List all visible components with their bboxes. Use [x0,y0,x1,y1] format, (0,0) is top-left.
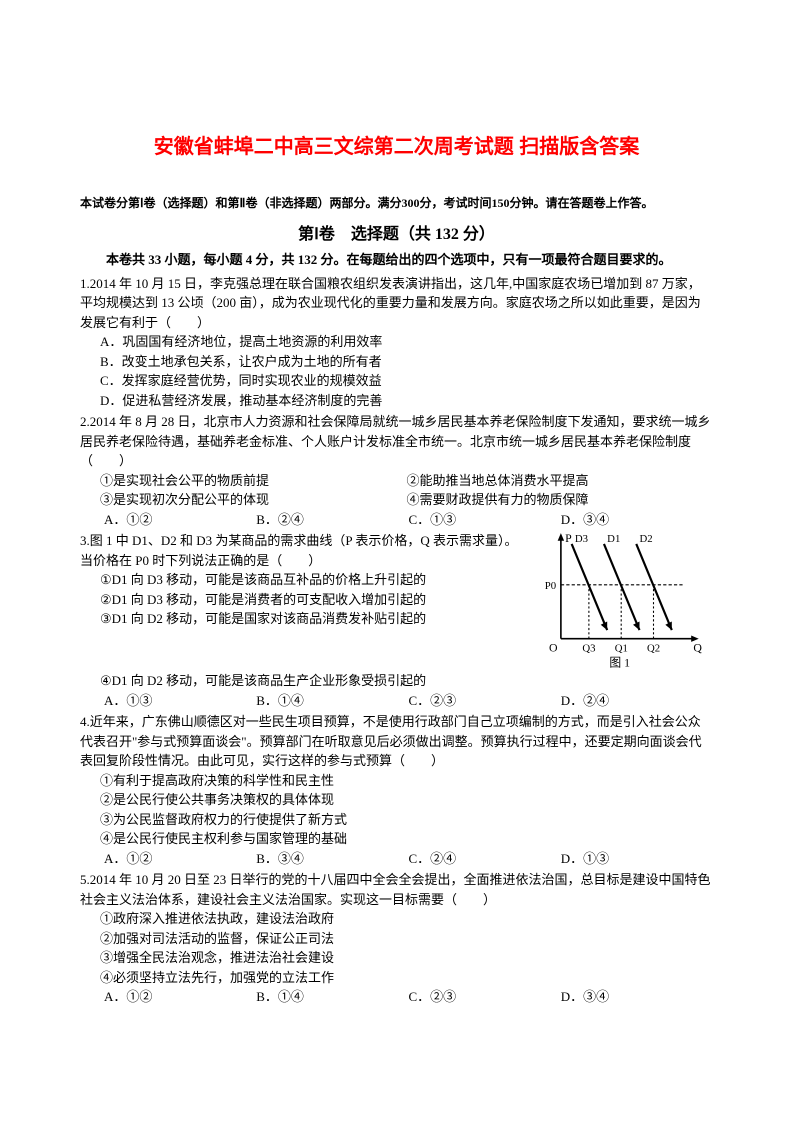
q2-s4: ④需要财政提供有力的物质保障 [407,490,714,510]
exam-intro: 本试卷分第Ⅰ卷（选择题）和第Ⅱ卷（非选择题）两部分。满分300分，考试时间150… [80,194,713,212]
section-header: 第Ⅰ卷 选择题（共 132 分） [80,220,713,244]
q4-s4: ④是公民行使民主权利参与国家管理的基础 [100,829,713,849]
q3-s4: ④D1 向 D2 移动，可能是该商品生产企业形象受损引起的 [100,671,713,691]
q5-s4: ④必须坚持立法先行，加强党的立法工作 [100,968,713,988]
question-4: 4.近年来，广东佛山顺德区对一些民生项目预算，不是使用行政部门自己立项编制的方式… [80,712,713,868]
q3-optD: D．②④ [561,691,713,711]
q1-optB: B．改变土地承包关系，让农户成为土地的所有者 [100,352,713,372]
q4-text: 近年来，广东佛山顺德区对一些民生项目预算，不是使用行政部门自己立项编制的方式，而… [80,714,702,768]
q3-tick: Q3 [582,643,595,655]
q2-s2: ②能助推当地总体消费水平提高 [407,471,714,491]
q4-s2: ②是公民行使公共事务决策权的具体体现 [100,790,713,810]
q5-num: 5. [80,872,90,887]
q3-s2: ②D1 向 D3 移动，可能是消费者的可支配收入增加引起的 [100,590,528,610]
d2-label: D2 [640,533,653,545]
origin-label: O [549,641,558,655]
q2-optD: D．③④ [561,510,713,530]
q5-s3: ③增强全民法治观念，推进法治社会建设 [100,948,713,968]
q-axis-label: Q [693,641,702,655]
demand-curve-chart: P Q O P0 D3 D1 D2 Q3 Q1 Q2 图 1 [538,531,713,671]
q5-optC: C．②③ [409,987,561,1007]
q4-optA: A．①② [104,849,256,869]
q1-optC: C．发挥家庭经营优势，同时实现农业的规模效益 [100,371,713,391]
q2-s1: ①是实现社会公平的物质前提 [100,471,407,491]
q3-optA: A．①③ [104,691,256,711]
q1-num: 1. [80,276,90,291]
q5-s2: ②加强对司法活动的监督，保证公正司法 [100,929,713,949]
question-1: 1.2014 年 10 月 15 日，李克强总理在联合国粮农组织发表演讲指出，这… [80,274,713,411]
q2-tick: Q2 [647,643,660,655]
q1-tick: Q1 [615,643,628,655]
q2-optC: C．①③ [409,510,561,530]
q4-s1: ①有利于提高政府决策的科学性和民主性 [100,771,713,791]
section-intro: 本卷共 33 小题，每小题 4 分，共 132 分。在每题给出的四个选项中，只有… [80,250,713,270]
q1-optD: D．促进私营经济发展，推动基本经济制度的完善 [100,391,713,411]
q3-optB: B．①④ [256,691,408,711]
q2-optB: B．②④ [256,510,408,530]
q5-s1: ①政府深入推进依法执政，建设法治政府 [100,909,713,929]
page-title: 安徽省蚌埠二中高三文综第二次周考试题 扫描版含答案 [80,130,713,159]
q2-num: 2. [80,414,90,429]
q5-text: 2014 年 10 月 20 日至 23 日举行的党的十八届四中全会全会提出，全… [80,872,711,907]
d3-label: D3 [575,533,588,545]
q4-num: 4. [80,714,90,729]
question-5: 5.2014 年 10 月 20 日至 23 日举行的党的十八届四中全会全会提出… [80,870,713,1007]
q2-optA: A．①② [104,510,256,530]
q5-optA: A．①② [104,987,256,1007]
q5-optD: D．③④ [561,987,713,1007]
question-2: 2.2014 年 8 月 28 日，北京市人力资源和社会保障局就统一城乡居民基本… [80,412,713,529]
p0-label: P0 [545,580,556,592]
chart-caption: 图 1 [609,656,630,670]
q3-optC: C．②③ [409,691,561,711]
q2-text: 2014 年 8 月 28 日，北京市人力资源和社会保障局就统一城乡居民基本养老… [80,414,711,468]
q4-s3: ③为公民监督政府权力的行使提供了新方式 [100,810,713,830]
q4-optC: C．②④ [409,849,561,869]
p-axis-label: P [565,531,572,545]
q3-s1: ①D1 向 D3 移动，可能是该商品互补品的价格上升引起的 [100,570,528,590]
q4-optD: D．①③ [561,849,713,869]
q4-optB: B．③④ [256,849,408,869]
q1-text: 2014 年 10 月 15 日，李克强总理在联合国粮农组织发表演讲指出，这几年… [80,276,701,330]
d1-label: D1 [607,533,620,545]
q1-optA: A．巩固国有经济地位，提高土地资源的利用效率 [100,332,713,352]
q3-s3: ③D1 向 D2 移动，可能是国家对该商品消费发补贴引起的 [100,609,528,629]
question-3: 3.图 1 中 D1、D2 和 D3 为某商品的需求曲线（P 表示价格，Q 表示… [80,531,713,710]
q5-optB: B．①④ [256,987,408,1007]
q3-num: 3. [80,533,90,548]
q3-text: 图 1 中 D1、D2 和 D3 为某商品的需求曲线（P 表示价格，Q 表示需求… [80,533,518,568]
q2-s3: ③是实现初次分配公平的体现 [100,490,407,510]
